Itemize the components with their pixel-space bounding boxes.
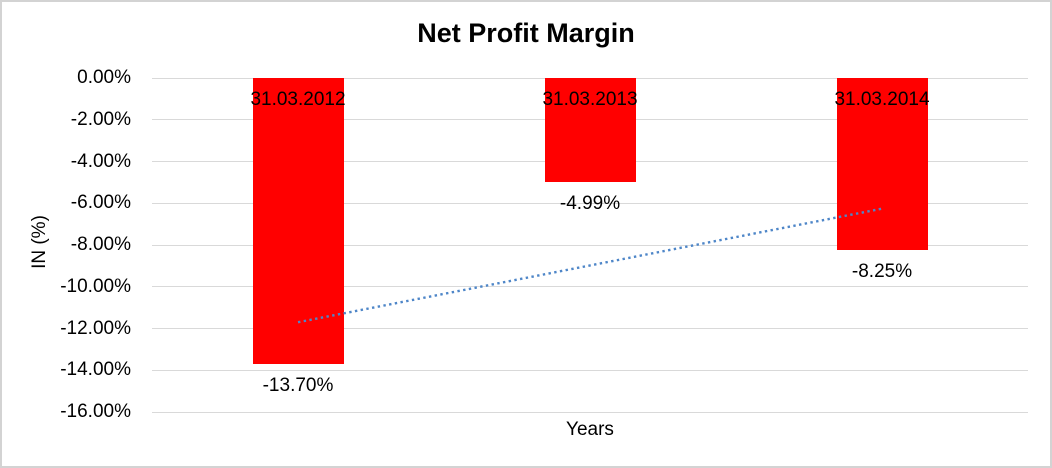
- gridline: [152, 202, 1028, 204]
- value-label: -8.25%: [851, 261, 913, 283]
- plot-area: 31.03.2012 -13.70% 31.03.2013 -4.99% 31.03.2…: [152, 77, 1028, 413]
- y-axis-tick-label: -10.00%: [60, 275, 131, 297]
- bar-31.03.2012: [252, 78, 344, 364]
- chart-title: Net Profit Margin: [417, 18, 635, 48]
- y-axis-tick-label: -2.00%: [70, 108, 131, 130]
- y-axis-tick-label: -4.00%: [70, 150, 131, 172]
- y-axis-tick-label: 0.00%: [77, 67, 131, 88]
- category-label: 31.03.2012: [250, 89, 346, 110]
- value-label: -4.99%: [559, 193, 621, 215]
- y-axis-tick-label: -12.00%: [60, 317, 131, 339]
- y-axis-tick-label: -14.00%: [60, 359, 131, 381]
- value-label: -13.70%: [262, 374, 334, 396]
- gridline: [152, 411, 1028, 413]
- y-axis-tick-label: -6.00%: [70, 192, 131, 214]
- category-label: 31.03.2013: [542, 89, 638, 110]
- y-axis-tick-label: -16.00%: [60, 401, 131, 422]
- y-axis-tick-label: -8.00%: [70, 234, 131, 255]
- x-axis-title: Years: [566, 419, 614, 440]
- gridline: [152, 369, 1028, 371]
- category-label: 31.03.2014: [834, 89, 930, 110]
- bar-31.03.2013: [544, 78, 636, 183]
- gridline: [152, 328, 1028, 329]
